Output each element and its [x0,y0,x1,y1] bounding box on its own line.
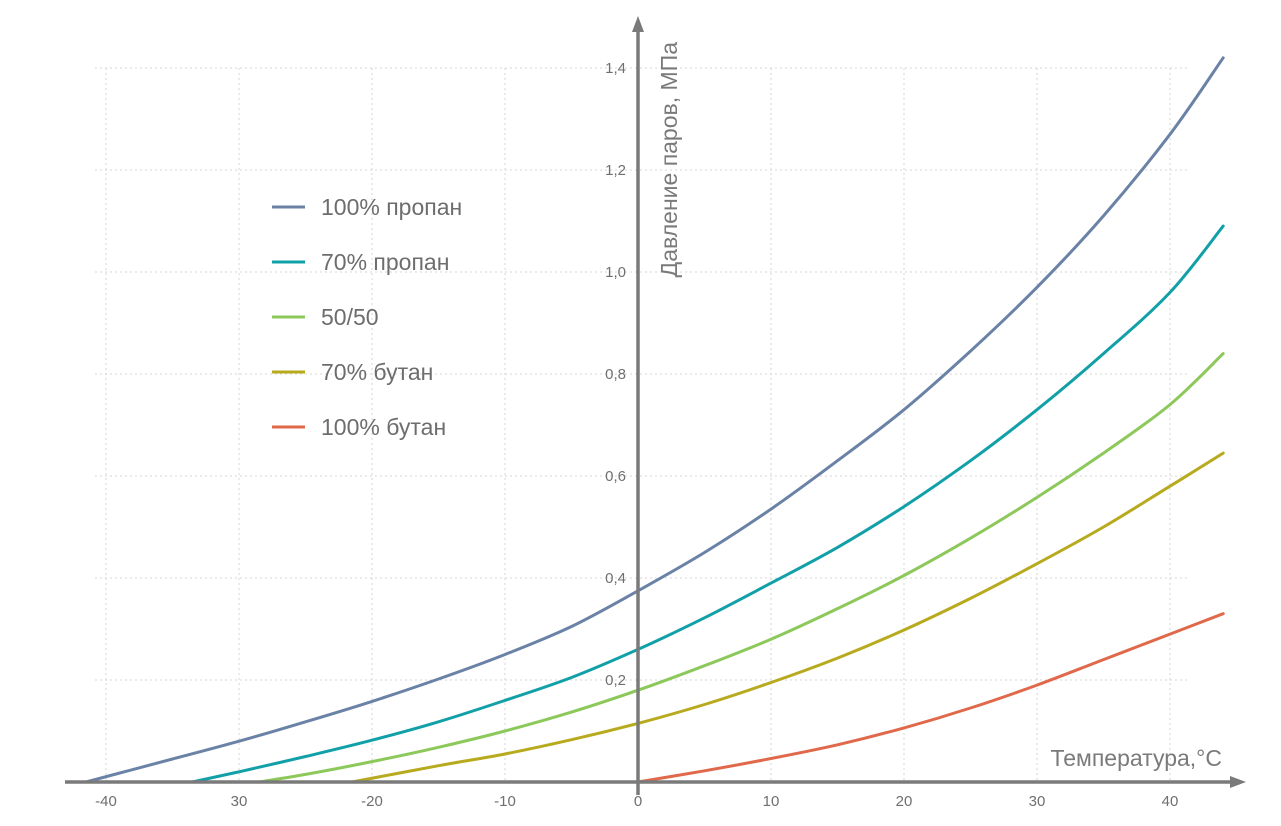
series-line-1 [84,56,1225,784]
x-tick-label: 40 [1162,793,1179,810]
legend: 100% пропан 70% пропан 50/50 70% бутан 100% … [272,194,462,440]
series-line-3 [257,352,1225,784]
legend-label: 70% бутан [321,359,433,385]
x-tick-labels: -40 30 -20 -10 0 10 20 30 40 [95,793,1178,810]
y-tick-label: 0,8 [605,366,626,383]
x-tick-label: -40 [95,793,117,810]
x-tick-label: 0 [634,793,642,810]
y-tick-label: 0,6 [605,468,626,485]
y-tick-label: 0,2 [605,672,626,689]
x-tick-label: 10 [763,793,780,810]
y-tick-labels: 0,2 0,4 0,6 0,8 1,0 1,2 1,4 [605,60,626,689]
x-tick-label: -10 [494,793,516,810]
legend-label: 100% бутан [321,414,446,440]
y-tick-label: 1,2 [605,162,626,179]
legend-label: 70% пропан [321,249,449,275]
x-tick-label: 30 [231,793,248,810]
y-tick-label: 1,0 [605,264,626,281]
axes [65,16,1246,795]
y-axis-arrow [632,16,644,32]
legend-label: 100% пропан [321,194,462,220]
y-tick-label: 0,4 [605,570,626,587]
series-line-4 [350,451,1225,784]
series-line-2 [190,224,1225,784]
x-tick-label: 30 [1029,793,1046,810]
series-lines [84,56,1225,784]
legend-label: 50/50 [321,304,379,330]
y-axis-title: Давление паров, МПа [656,42,682,278]
x-tick-label: -20 [361,793,383,810]
series-line-5 [636,612,1225,784]
x-axis-arrow [1230,776,1246,788]
y-tick-label: 1,4 [605,60,626,77]
grid [95,67,1188,782]
x-axis-title: Температура,°С [1050,745,1222,771]
x-tick-label: 20 [896,793,913,810]
